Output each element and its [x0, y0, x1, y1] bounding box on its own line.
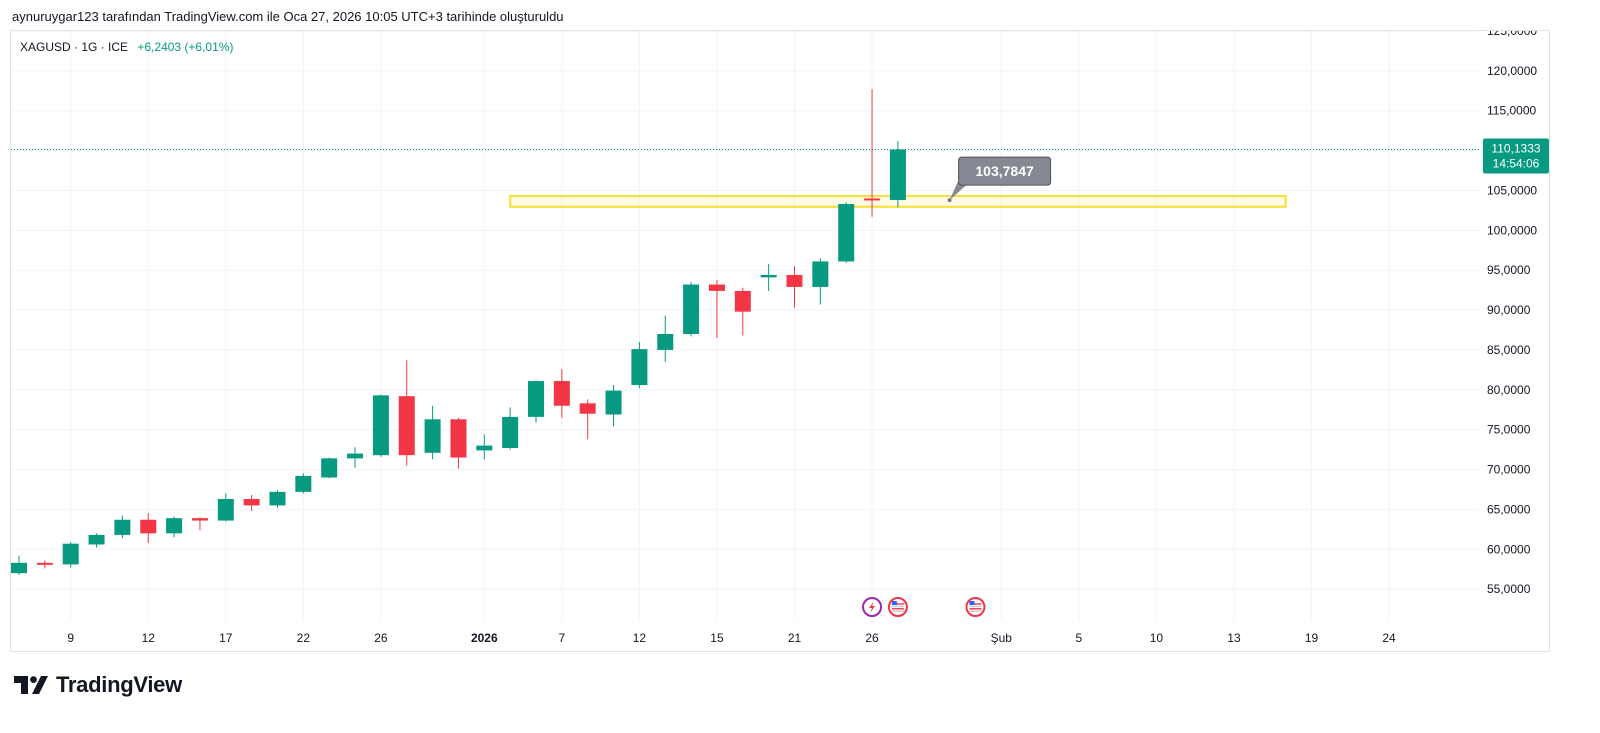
- last-price-tag[interactable]: [1483, 138, 1549, 174]
- y-tick-label: 75,0000: [1487, 423, 1531, 437]
- tradingview-logo-icon: [14, 676, 48, 694]
- candle-up[interactable]: [269, 491, 286, 506]
- candle-up[interactable]: [347, 453, 364, 459]
- y-tick-label: 105,0000: [1487, 183, 1537, 197]
- chart-area[interactable]: 55,0000 60,0000 65,0000 70,0000 75,0000 80,00…: [10, 30, 1550, 652]
- y-tick-label: 115,0000: [1487, 104, 1536, 118]
- candle-up[interactable]: [114, 519, 131, 535]
- x-tick-label: 9: [67, 631, 74, 645]
- y-tick-label: 85,0000: [1487, 343, 1531, 357]
- x-tick-label: 19: [1305, 631, 1319, 645]
- candle-up[interactable]: [476, 445, 493, 451]
- candle-down[interactable]: [579, 403, 596, 414]
- x-tick-label: 22: [297, 631, 311, 645]
- candle-up[interactable]: [424, 419, 441, 453]
- candle-up[interactable]: [812, 261, 829, 287]
- x-tick-label: 12: [142, 631, 156, 645]
- candle-down[interactable]: [553, 381, 570, 406]
- x-tick-label: 10: [1150, 631, 1164, 645]
- brand-name: TradingView: [56, 672, 182, 697]
- candle-up[interactable]: [321, 458, 338, 478]
- candle-down[interactable]: [140, 519, 157, 534]
- candle-up[interactable]: [889, 149, 906, 201]
- candle-down[interactable]: [36, 562, 53, 565]
- candle-up[interactable]: [88, 534, 105, 545]
- y-tick-label: 125,0000: [1487, 31, 1537, 38]
- x-tick-label: 26: [865, 631, 879, 645]
- x-tick-label: 21: [788, 631, 802, 645]
- x-tick-label: 15: [710, 631, 724, 645]
- candle-up[interactable]: [372, 395, 389, 456]
- candle-down[interactable]: [450, 419, 467, 458]
- candle-down[interactable]: [398, 396, 415, 456]
- candle-up[interactable]: [657, 333, 674, 350]
- annotation-box[interactable]: [958, 156, 1052, 186]
- flag-canton: [891, 601, 897, 605]
- y-tick-label: 95,0000: [1487, 263, 1531, 277]
- y-tick-label: 55,0000: [1487, 582, 1531, 596]
- candle-up[interactable]: [166, 518, 183, 534]
- candle-up[interactable]: [683, 284, 700, 334]
- x-tick-label: 7: [559, 631, 566, 645]
- tradingview-brand[interactable]: TradingView: [14, 672, 182, 698]
- symbol-legend: XAGUSD · 1G · ICE +6,2403 (+6,01%): [20, 40, 233, 54]
- price-chart[interactable]: 55,0000 60,0000 65,0000 70,0000 75,0000 80,00…: [11, 31, 1550, 652]
- x-tick-label: Şub: [991, 631, 1013, 645]
- candle-up[interactable]: [11, 562, 27, 574]
- candle-up[interactable]: [838, 204, 855, 262]
- candle-down[interactable]: [734, 290, 751, 312]
- candle-up[interactable]: [631, 349, 648, 386]
- candle-up[interactable]: [502, 416, 519, 448]
- candle-up[interactable]: [217, 499, 234, 521]
- x-tick-label: 17: [219, 631, 233, 645]
- candle-up[interactable]: [62, 543, 79, 565]
- y-tick-label: 100,0000: [1487, 223, 1537, 237]
- flag-canton: [969, 601, 975, 605]
- y-tick-label: 70,0000: [1487, 463, 1531, 477]
- annotation-label: 103,7847: [975, 163, 1034, 179]
- chart-attribution: aynuruygar123 tarafından TradingView.com…: [12, 9, 564, 24]
- last-price-label: 110,1333: [1491, 142, 1540, 156]
- candle-up[interactable]: [528, 381, 544, 417]
- price-change: +6,2403 (+6,01%): [137, 40, 234, 54]
- y-tick-label: 65,0000: [1487, 502, 1531, 516]
- candle-up[interactable]: [605, 390, 622, 415]
- countdown-label: 14:54:06: [1493, 157, 1540, 171]
- y-tick-label: 90,0000: [1487, 303, 1531, 317]
- y-tick-label: 120,0000: [1487, 64, 1537, 78]
- candle-down[interactable]: [864, 198, 881, 201]
- candle-up[interactable]: [295, 475, 312, 492]
- annotation-pointer: [949, 182, 970, 201]
- x-tick-label: 5: [1076, 631, 1083, 645]
- y-tick-label: 80,0000: [1487, 383, 1531, 397]
- candle-down[interactable]: [786, 274, 803, 287]
- x-tick-label: 12: [633, 631, 647, 645]
- x-tick-label: 26: [374, 631, 388, 645]
- candle-down[interactable]: [243, 499, 260, 506]
- x-tick-label: 13: [1227, 631, 1241, 645]
- candle-up[interactable]: [760, 274, 777, 278]
- x-tick-label: 24: [1382, 631, 1396, 645]
- x-tick-label: 2026: [471, 631, 498, 645]
- symbol-label: XAGUSD · 1G · ICE: [20, 40, 129, 54]
- candle-down[interactable]: [191, 518, 208, 521]
- y-tick-label: 60,0000: [1487, 542, 1531, 556]
- candle-down[interactable]: [708, 284, 725, 291]
- lightning-bolt: [869, 601, 876, 613]
